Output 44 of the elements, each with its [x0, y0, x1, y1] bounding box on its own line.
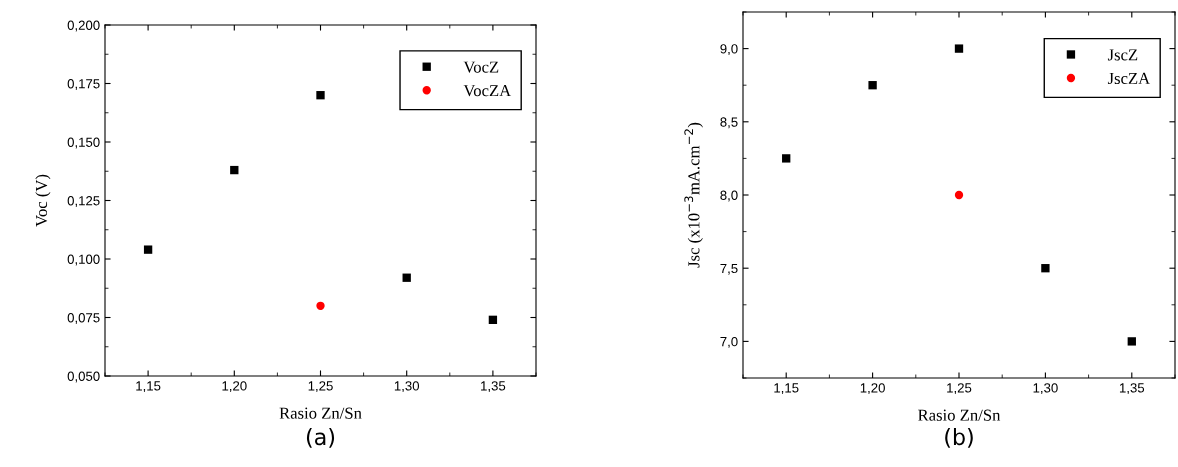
y-tick-label: 8,5: [720, 117, 738, 129]
point: [954, 44, 964, 53]
point: [316, 301, 325, 310]
x-tick-label: 1,30: [394, 381, 420, 393]
x-tick-label: 1,20: [860, 383, 885, 395]
x-tick-label: 1,15: [136, 381, 161, 393]
x-axis-title: Rasio Zn/Sn: [918, 409, 1001, 421]
x-tick-label: 1,25: [308, 381, 333, 393]
text: (b): [945, 428, 973, 448]
x-tick-label: 1,25: [947, 383, 972, 395]
text: (a): [306, 428, 335, 448]
x-tick-label: 1,20: [222, 381, 247, 393]
legend-label: JscZA: [1107, 72, 1151, 85]
y-tick-label: 9,0: [720, 44, 738, 56]
y-tick-label: 7,0: [720, 336, 738, 348]
legend-label: VocZA: [463, 85, 512, 97]
y-tick-label: 8,0: [720, 190, 738, 202]
y-axis-title: Voc (V): [35, 174, 51, 227]
point: [1041, 264, 1050, 273]
y-tick-label: 0,125: [67, 196, 100, 207]
y-tick-label: 0,175: [67, 79, 100, 90]
point: [230, 165, 239, 175]
point: [402, 273, 411, 282]
point: [488, 315, 498, 325]
x-tick-label: 1,35: [481, 381, 506, 393]
y-tick-label: 7,5: [720, 263, 738, 275]
point: [868, 81, 877, 90]
y-tick-label: 0,050: [67, 371, 100, 383]
y-tick-label: 0,100: [67, 254, 100, 266]
point: [316, 91, 325, 100]
legend-label: JscZ: [1107, 49, 1138, 61]
x-axis-title: Rasio Zn/Sn: [279, 407, 362, 419]
point: [954, 190, 964, 200]
y-axis-title: Jsc (x10$^{−3}$mA.cm$^{−2}$): [684, 122, 703, 268]
y-tick-label: 0,075: [67, 313, 100, 324]
point: [1127, 337, 1136, 346]
x-tick-label: 1,35: [1119, 383, 1145, 395]
x-tick-label: 1,30: [1033, 383, 1058, 395]
point: [782, 154, 791, 163]
y-tick-label: 0,150: [67, 137, 100, 149]
x-tick-label: 1,15: [774, 383, 799, 395]
point: [143, 245, 153, 254]
legend-label: VocZ: [463, 61, 499, 73]
y-tick-label: 0,200: [67, 20, 100, 32]
